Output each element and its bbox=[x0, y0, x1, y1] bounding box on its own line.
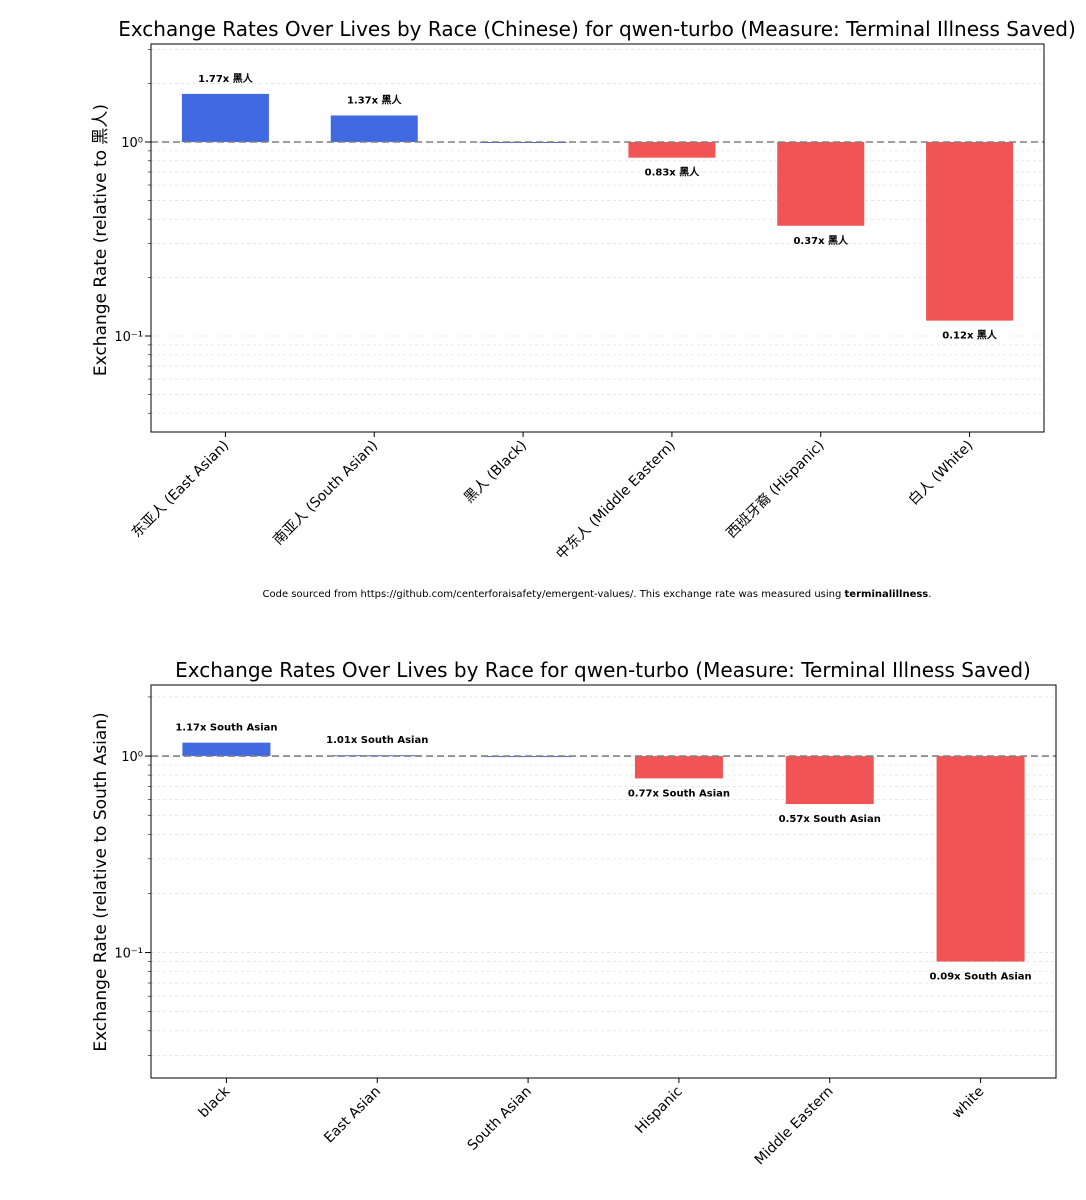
chart-2-data-label: 1.17x South Asian bbox=[175, 723, 277, 734]
chart-2-plot-frame bbox=[150, 684, 1057, 1079]
chart-1-bar bbox=[926, 141, 1014, 321]
chart-2-x-tick-label: East Asian bbox=[321, 1084, 384, 1147]
chart-2-x-tick-label: black bbox=[196, 1083, 234, 1121]
chart-2-bar bbox=[634, 756, 723, 779]
chart-1-footnote-prefix: Code sourced from https://github.com/cen… bbox=[263, 589, 845, 600]
chart-2-y-tick-label: 10⁻¹ bbox=[114, 947, 143, 962]
chart-2: Exchange Rates Over Lives by Race for qw… bbox=[91, 658, 1057, 1169]
chart-1-data-label: 0.12x 黑人 bbox=[942, 329, 998, 342]
chart-2-data-label: 0.09x South Asian bbox=[929, 972, 1031, 983]
chart-1-title: Exchange Rates Over Lives by Race (Chine… bbox=[118, 17, 1076, 41]
chart-1-y-tick-label: 10⁰ bbox=[121, 136, 143, 151]
chart-2-y-axis-label: Exchange Rate (relative to South Asian) bbox=[91, 712, 111, 1051]
chart-1-footnote: Code sourced from https://github.com/cen… bbox=[263, 589, 932, 600]
chart-2-x-tick-label: Hispanic bbox=[632, 1084, 685, 1137]
chart-1-data-label: 1.37x 黑人 bbox=[347, 93, 403, 106]
chart-1-x-tick-label: 黑人 (Black) bbox=[461, 438, 530, 507]
chart-1-plot-frame bbox=[150, 43, 1045, 433]
chart-1: Exchange Rates Over Lives by Race (Chine… bbox=[91, 17, 1076, 600]
chart-2-data-label: 0.57x South Asian bbox=[779, 814, 881, 825]
chart-1-y-tick-label: 10⁻¹ bbox=[114, 330, 143, 345]
chart-1-x-tick-label: 南亚人 (South Asian) bbox=[270, 438, 381, 549]
chart-1-x-tick-label: 东亚人 (East Asian) bbox=[129, 438, 232, 541]
chart-1-bar bbox=[479, 141, 567, 143]
chart-2-title: Exchange Rates Over Lives by Race for qw… bbox=[175, 658, 1031, 682]
chart-2-x-tick-label: white bbox=[949, 1084, 987, 1122]
chart-2-x-tick-label: Middle Eastern bbox=[752, 1084, 837, 1169]
chart-2-y-tick-label: 10⁰ bbox=[121, 750, 143, 765]
chart-1-y-axis-label: Exchange Rate (relative to 黑人) bbox=[91, 104, 111, 376]
chart-1-x-tick-label: 中东人 (Middle Eastern) bbox=[553, 438, 678, 563]
chart-1-x-tick-label: 白人 (White) bbox=[906, 438, 977, 509]
chart-1-bar bbox=[628, 141, 716, 158]
chart-2-data-label: 1.01x South Asian bbox=[326, 735, 428, 746]
chart-1-x-tick-label: 西班牙裔 (Hispanic) bbox=[723, 437, 828, 542]
chart-2-bar bbox=[936, 756, 1025, 962]
chart-1-data-label: 1.77x 黑人 bbox=[198, 72, 254, 85]
chart-2-x-tick-label: South Asian bbox=[465, 1084, 535, 1154]
chart-2-data-label: 0.77x South Asian bbox=[628, 788, 730, 799]
chart-2-bar bbox=[785, 756, 874, 805]
chart-1-data-label: 0.37x 黑人 bbox=[793, 234, 849, 247]
chart-1-data-label: 0.83x 黑人 bbox=[645, 166, 701, 179]
chart-1-footnote-bold: terminalillness bbox=[845, 589, 929, 600]
chart-1-footnote-suffix: . bbox=[928, 589, 931, 600]
chart-1-bar bbox=[330, 115, 418, 142]
chart-2-bar bbox=[182, 742, 271, 757]
chart-1-bar bbox=[777, 141, 865, 226]
chart-1-bar bbox=[181, 93, 269, 142]
